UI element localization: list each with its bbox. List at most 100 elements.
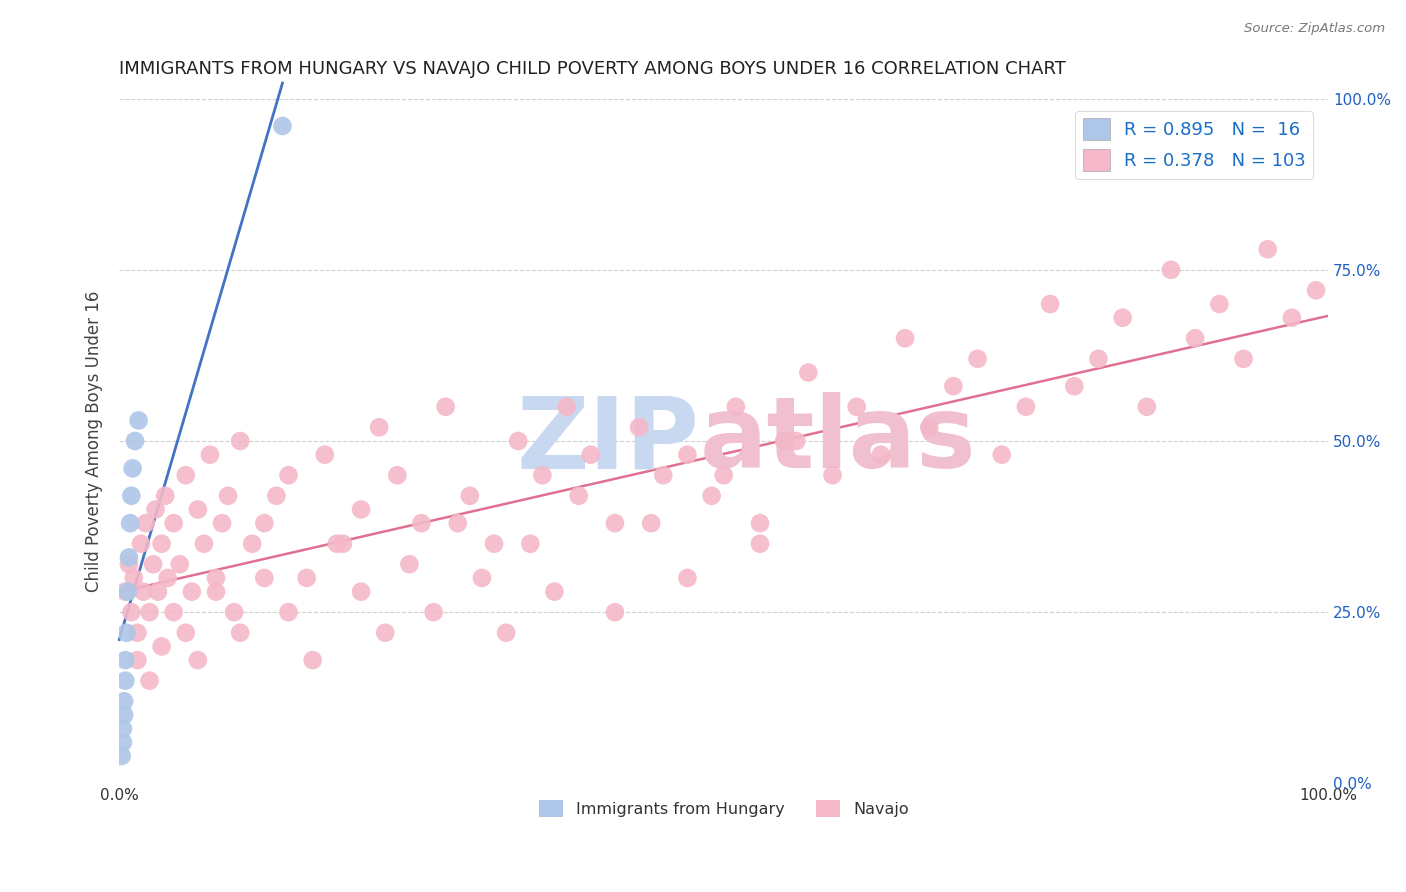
Point xyxy=(374,625,396,640)
Point xyxy=(112,694,135,708)
Point xyxy=(271,119,294,133)
Point xyxy=(1208,297,1230,311)
Point xyxy=(845,400,868,414)
Point xyxy=(211,516,233,531)
Point xyxy=(150,537,173,551)
Point xyxy=(508,434,530,448)
Point xyxy=(1015,400,1038,414)
Point xyxy=(120,516,142,531)
Point xyxy=(240,537,263,551)
Point xyxy=(1232,351,1254,366)
Point xyxy=(180,584,202,599)
Point xyxy=(676,448,699,462)
Point xyxy=(652,468,675,483)
Point xyxy=(749,516,772,531)
Y-axis label: Child Poverty Among Boys Under 16: Child Poverty Among Boys Under 16 xyxy=(86,290,103,591)
Point xyxy=(773,434,796,448)
Point xyxy=(224,605,246,619)
Point xyxy=(163,605,186,619)
Text: IMMIGRANTS FROM HUNGARY VS NAVAJO CHILD POVERTY AMONG BOYS UNDER 16 CORRELATION : IMMIGRANTS FROM HUNGARY VS NAVAJO CHILD … xyxy=(120,60,1066,78)
Point xyxy=(918,420,941,434)
Point xyxy=(368,420,391,434)
Point xyxy=(229,625,252,640)
Point xyxy=(253,516,276,531)
Point xyxy=(135,516,157,531)
Point xyxy=(1039,297,1062,311)
Point xyxy=(797,366,820,380)
Point xyxy=(332,537,354,551)
Point xyxy=(1305,283,1327,297)
Point xyxy=(676,571,699,585)
Point xyxy=(129,537,152,551)
Point xyxy=(1111,310,1133,325)
Point xyxy=(398,558,420,572)
Point xyxy=(132,584,155,599)
Point xyxy=(568,489,591,503)
Point xyxy=(713,468,735,483)
Point xyxy=(422,605,444,619)
Point xyxy=(112,707,135,722)
Text: ZIP: ZIP xyxy=(516,392,700,490)
Point xyxy=(120,605,142,619)
Point xyxy=(1257,242,1279,256)
Point xyxy=(458,489,481,503)
Text: atlas: atlas xyxy=(700,392,976,490)
Point xyxy=(301,653,323,667)
Point xyxy=(821,468,844,483)
Point xyxy=(531,468,554,483)
Point xyxy=(127,625,149,640)
Point xyxy=(114,673,136,688)
Point xyxy=(519,537,541,551)
Point xyxy=(700,489,723,503)
Point xyxy=(314,448,336,462)
Point xyxy=(205,584,228,599)
Point xyxy=(749,537,772,551)
Point xyxy=(350,584,373,599)
Point xyxy=(114,653,136,667)
Point xyxy=(174,468,197,483)
Point xyxy=(966,351,988,366)
Point xyxy=(145,502,167,516)
Point xyxy=(350,502,373,516)
Point xyxy=(628,420,651,434)
Point xyxy=(138,605,160,619)
Point xyxy=(117,584,139,599)
Point xyxy=(1136,400,1159,414)
Point xyxy=(1184,331,1206,345)
Point xyxy=(121,461,143,475)
Point xyxy=(411,516,433,531)
Point xyxy=(111,722,134,736)
Point xyxy=(124,434,146,448)
Point xyxy=(1087,351,1109,366)
Point xyxy=(434,400,457,414)
Point xyxy=(640,516,662,531)
Point xyxy=(603,605,626,619)
Point xyxy=(187,653,209,667)
Point xyxy=(111,749,134,764)
Point xyxy=(217,489,239,503)
Point xyxy=(447,516,470,531)
Point xyxy=(1063,379,1085,393)
Point xyxy=(482,537,505,551)
Point xyxy=(724,400,747,414)
Point xyxy=(253,571,276,585)
Point xyxy=(111,735,134,749)
Point xyxy=(894,331,917,345)
Point xyxy=(169,558,191,572)
Point xyxy=(174,625,197,640)
Point xyxy=(142,558,165,572)
Point xyxy=(187,502,209,516)
Legend: Immigrants from Hungary, Navajo: Immigrants from Hungary, Navajo xyxy=(533,794,915,823)
Point xyxy=(146,584,169,599)
Point xyxy=(127,653,149,667)
Point xyxy=(543,584,565,599)
Point xyxy=(555,400,578,414)
Point xyxy=(326,537,349,551)
Point xyxy=(785,434,807,448)
Text: Source: ZipAtlas.com: Source: ZipAtlas.com xyxy=(1244,22,1385,36)
Point xyxy=(295,571,318,585)
Point xyxy=(990,448,1012,462)
Point xyxy=(387,468,409,483)
Point xyxy=(128,413,150,427)
Point xyxy=(150,640,173,654)
